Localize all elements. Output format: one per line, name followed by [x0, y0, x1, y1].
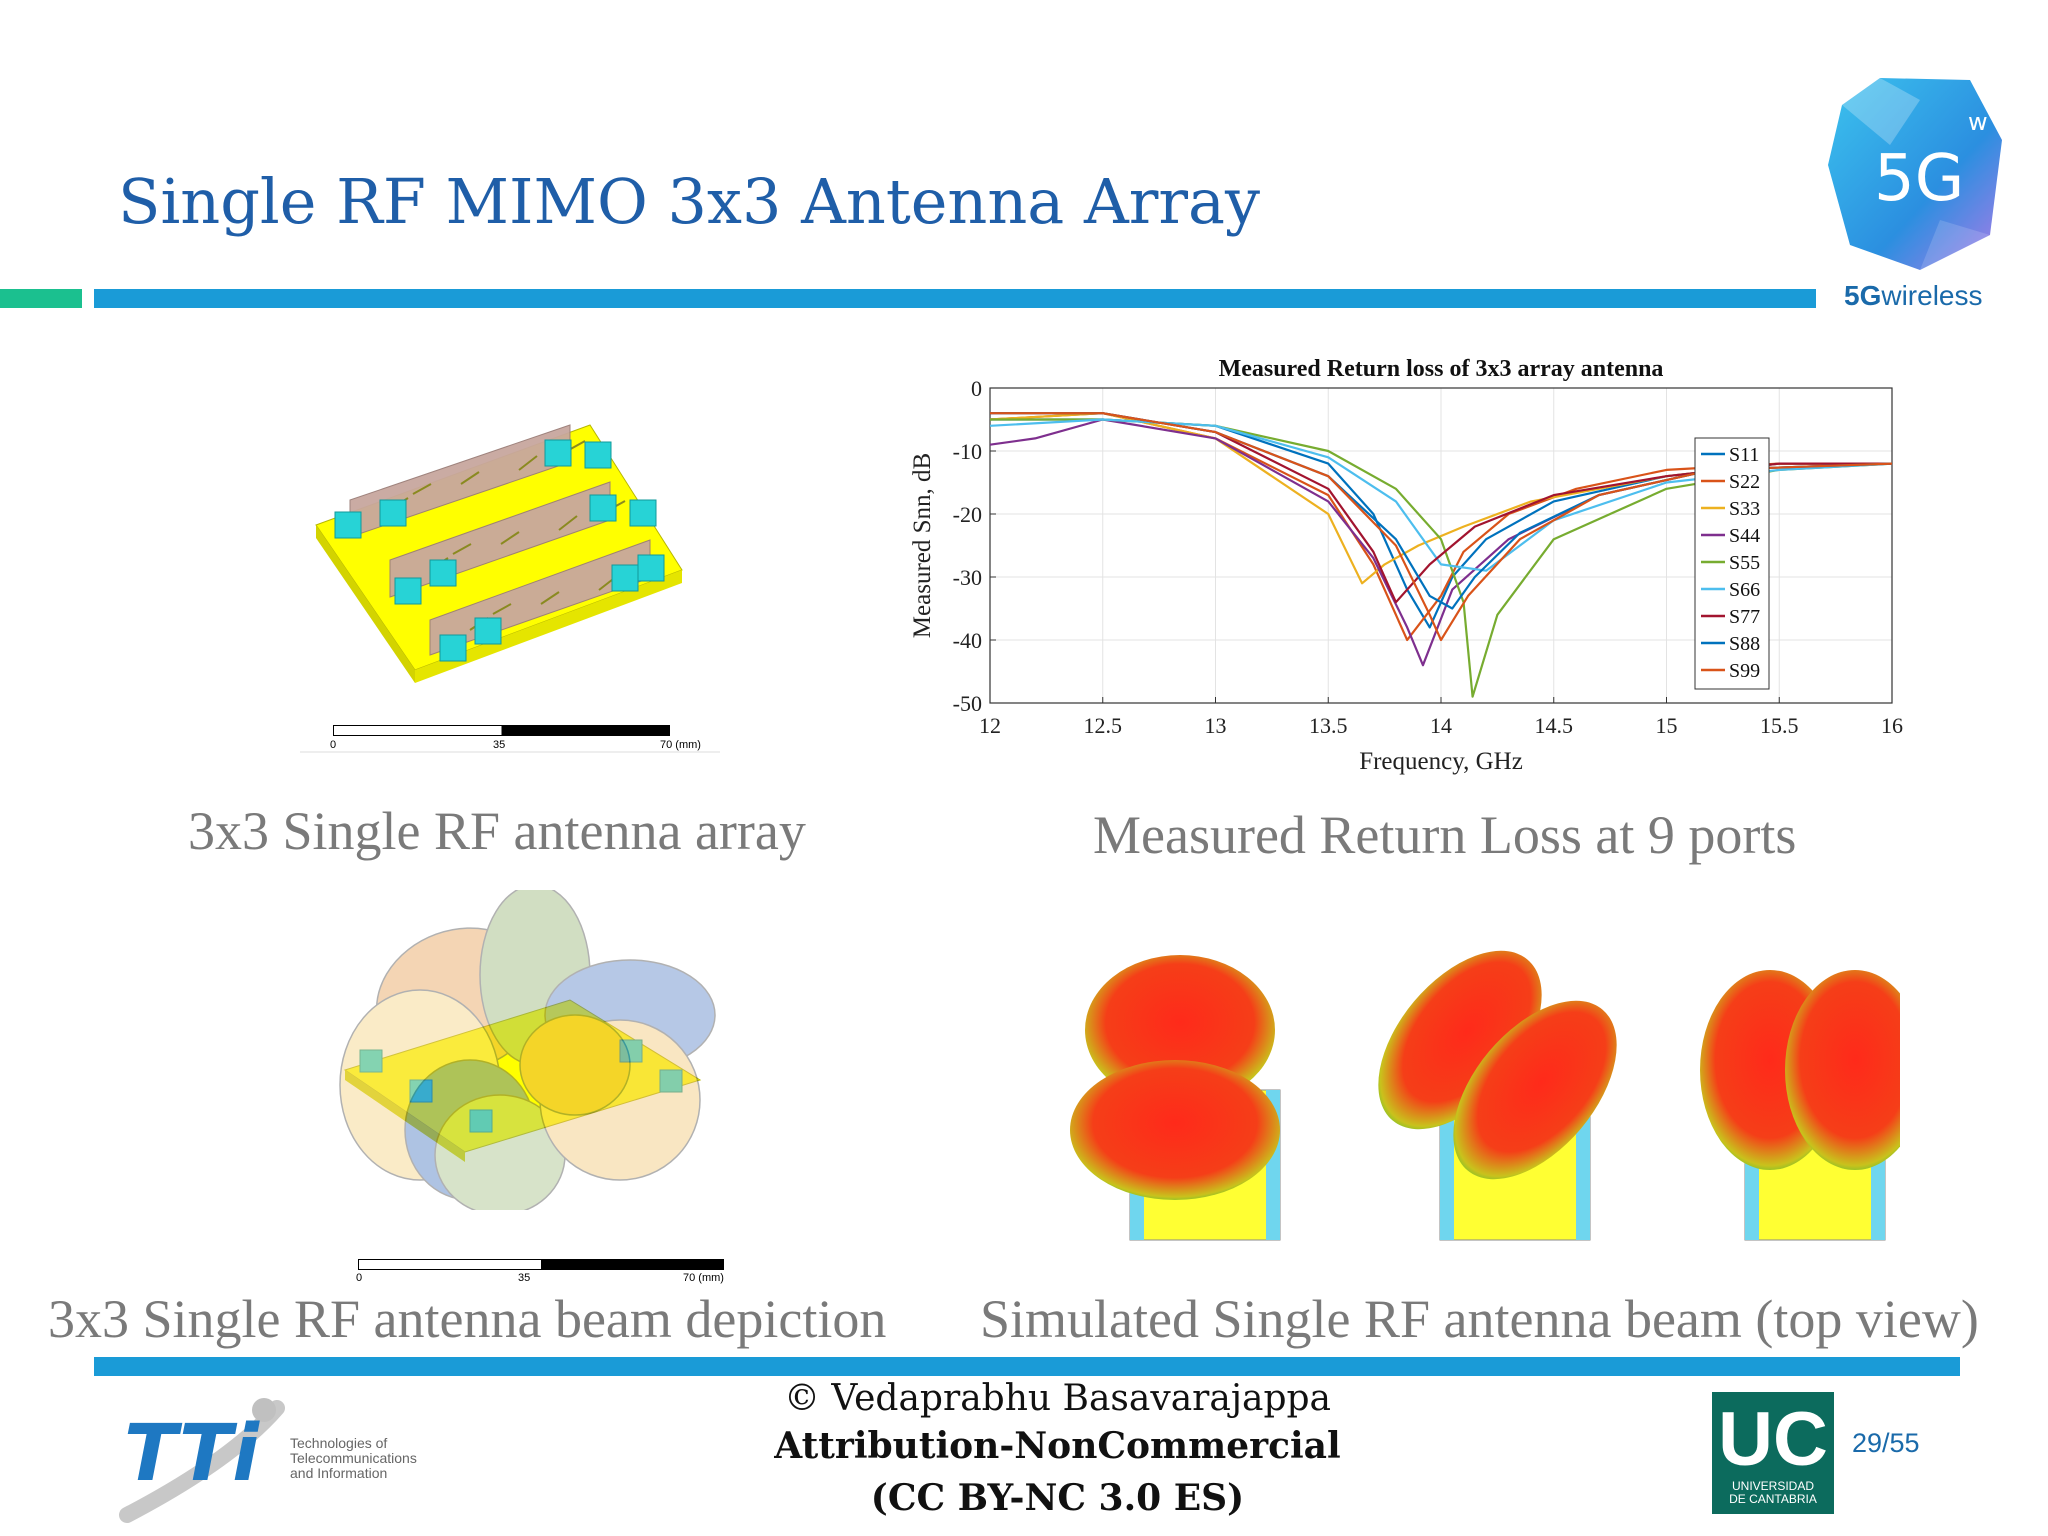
- chart-title: Measured Return loss of 3x3 array antenn…: [1219, 356, 1664, 382]
- y-tick-label: 0: [971, 376, 982, 401]
- legend-entry: S33: [1729, 498, 1760, 520]
- legend-entry: S22: [1729, 471, 1760, 493]
- legend-entry: S11: [1729, 444, 1759, 466]
- tti-logo: TTi: [119, 1398, 285, 1523]
- x-tick-label: 12: [979, 713, 1001, 738]
- y-tick-label: -50: [953, 691, 982, 716]
- y-tick-label: -10: [953, 439, 982, 464]
- x-tick-label: 12.5: [1084, 713, 1123, 738]
- tti-subtitle: Technologies of Telecommunications and Inf…: [290, 1435, 417, 1481]
- y-tick-label: -30: [953, 565, 982, 590]
- legend-entry: S77: [1729, 606, 1760, 628]
- sim-caption: Simulated Single RF antenna beam (top vi…: [980, 1289, 1979, 1349]
- x-tick-label: 16: [1881, 713, 1903, 738]
- footer-license: Attribution-NonCommercial: [774, 1425, 1341, 1467]
- series-line-s99: [990, 412, 1893, 642]
- x-tick-label: 15.5: [1760, 713, 1799, 738]
- logo-5g-badge: 5G w: [1828, 78, 2002, 270]
- footer-copyright: © Vedaprabhu Basavarajappa: [783, 1378, 1332, 1419]
- page-number: 29/55: [1852, 1428, 1920, 1458]
- accent-bar-green: [0, 289, 82, 308]
- x-axis-label: Frequency, GHz: [1359, 748, 1523, 775]
- x-tick-label: 13.5: [1309, 713, 1348, 738]
- beam-depiction-figure: [339, 890, 716, 1210]
- uc-logo: UC UNIVERSIDAD DE CANTABRIA: [1712, 1392, 1834, 1514]
- simulated-beam-figure: [1070, 950, 1900, 1241]
- legend-entry: S44: [1729, 525, 1760, 547]
- x-tick-label: 14.5: [1535, 713, 1574, 738]
- beam-caption: 3x3 Single RF antenna beam depiction: [48, 1289, 887, 1349]
- logo-5g-wordmark: 5Gwireless: [1844, 280, 1983, 311]
- accent-bar-blue: [94, 289, 1816, 308]
- legend-entry: S88: [1729, 633, 1760, 655]
- x-tick-label: 13: [1205, 713, 1227, 738]
- legend-entry: S55: [1729, 552, 1760, 574]
- svg-text:w: w: [1968, 108, 1988, 136]
- footer-license-code: (CC BY-NC 3.0 ES): [870, 1477, 1245, 1519]
- legend-entry: S66: [1729, 579, 1760, 601]
- legend-entry: S99: [1729, 660, 1760, 682]
- y-axis-label: Measured Snn, dB: [909, 453, 936, 638]
- scale-bar: [358, 1259, 724, 1270]
- slide-title: Single RF MIMO 3x3 Antenna Array: [118, 165, 1261, 238]
- y-tick-label: -40: [953, 628, 982, 653]
- svg-text:TTi: TTi: [124, 1409, 260, 1499]
- logo-5g-text: 5G: [1874, 142, 1964, 216]
- y-tick-label: -20: [953, 502, 982, 527]
- antenna-array-figure: [300, 424, 720, 753]
- x-tick-label: 14: [1430, 713, 1452, 738]
- return-loss-caption: Measured Return Loss at 9 ports: [1093, 805, 1797, 865]
- array-caption: 3x3 Single RF antenna array: [188, 801, 806, 861]
- scale-bar: [333, 725, 670, 736]
- return-loss-chart: 12 12.5 13 13.5 14 14.5 15 15.5 16 0 -10 -20 -30 -40 -…: [909, 356, 1903, 775]
- x-tick-label: 15: [1656, 713, 1678, 738]
- footer-bar: [94, 1357, 1960, 1376]
